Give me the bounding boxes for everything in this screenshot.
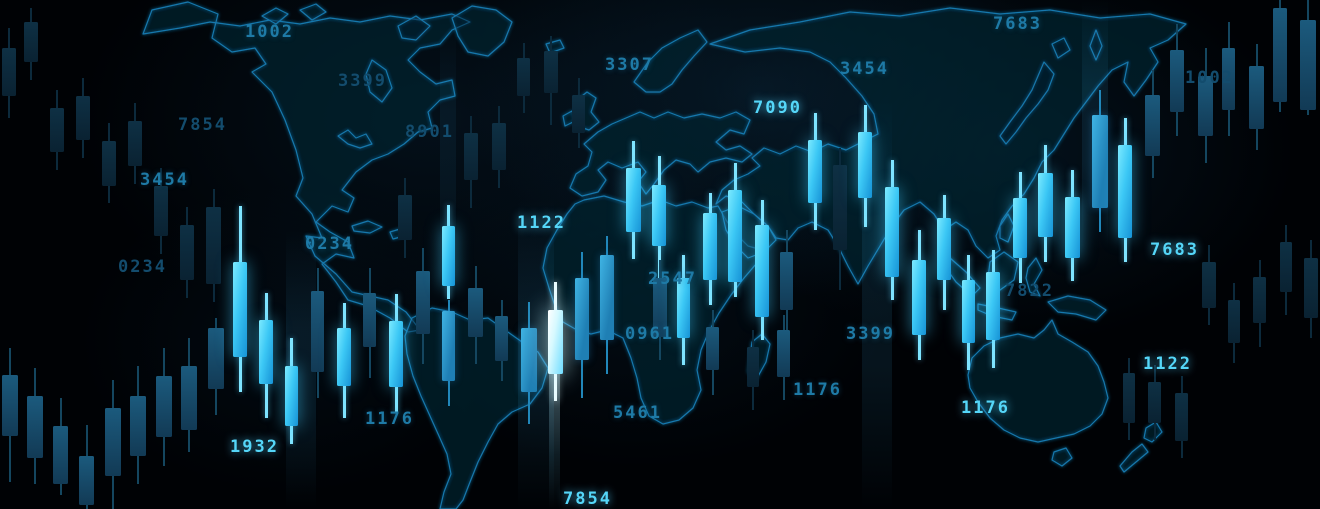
map-australia <box>967 319 1109 467</box>
map-arctic-islands <box>261 3 431 41</box>
map-great-lakes <box>337 129 373 149</box>
map-japan <box>999 29 1103 145</box>
map-iceland <box>545 39 565 54</box>
map-cuba <box>351 220 383 234</box>
map-madagascar <box>747 333 771 381</box>
map-new-zealand <box>1119 421 1163 473</box>
map-united-kingdom <box>576 91 600 131</box>
map-south-america <box>404 307 549 509</box>
map-ireland <box>562 110 576 127</box>
map-north-america <box>142 1 471 333</box>
map-hudson-bay <box>365 59 393 103</box>
map-europe <box>569 111 753 197</box>
map-scandinavia <box>633 29 708 93</box>
map-asia <box>709 7 1187 285</box>
map-greenland <box>451 5 513 57</box>
map-hispaniola <box>389 228 405 240</box>
